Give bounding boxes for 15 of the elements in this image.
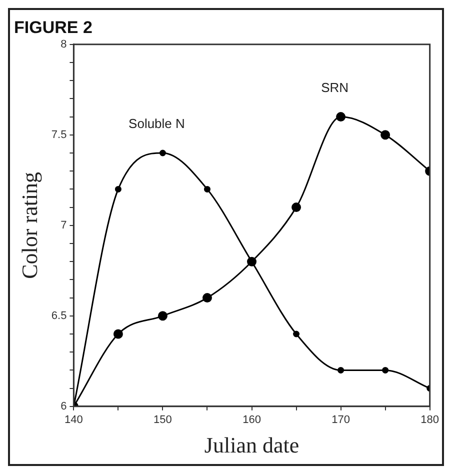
y-axis-title: Color rating — [16, 172, 42, 279]
chart-title: FIGURE 2 — [14, 18, 92, 37]
y-tick-label: 6.5 — [51, 310, 67, 322]
x-axis-title: Julian date — [204, 432, 300, 458]
x-tick-label: 170 — [332, 414, 350, 426]
x-tick-label: 180 — [420, 414, 440, 426]
y-tick-label: 7.5 — [51, 128, 67, 141]
series-label: SRN — [321, 80, 349, 95]
y-tick-label: 8 — [60, 38, 67, 50]
x-tick-label: 140 — [64, 414, 83, 426]
x-tick-label: 150 — [154, 414, 172, 426]
y-tick-label: 7 — [60, 219, 67, 232]
y-tick-label: 6 — [60, 400, 67, 412]
text: Soluble N — [128, 116, 185, 132]
x-tick-label: 160 — [242, 414, 261, 426]
